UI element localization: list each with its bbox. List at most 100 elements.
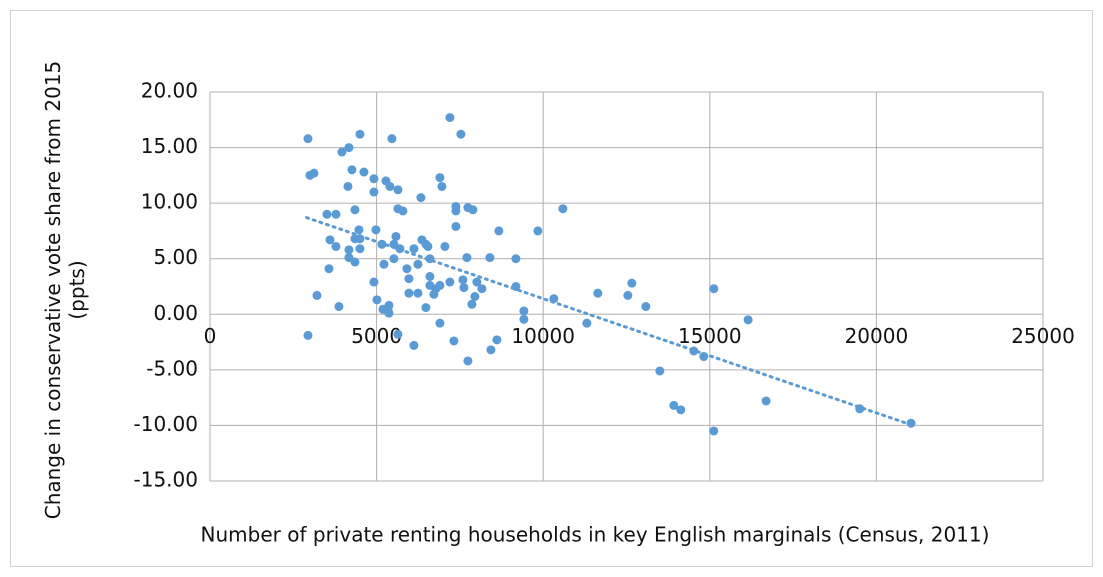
data-point bbox=[369, 187, 379, 197]
data-point bbox=[331, 209, 341, 219]
data-point bbox=[593, 288, 603, 298]
data-point bbox=[468, 205, 478, 215]
data-point bbox=[435, 280, 445, 290]
data-point bbox=[485, 253, 495, 263]
data-point bbox=[303, 330, 313, 340]
data-point bbox=[385, 181, 395, 191]
data-point bbox=[404, 274, 414, 284]
data-point bbox=[404, 288, 414, 298]
y-tick-label: 20.00 bbox=[141, 79, 198, 103]
x-tick-label: 5000 bbox=[351, 324, 402, 348]
data-point bbox=[355, 234, 365, 244]
data-point bbox=[389, 254, 399, 264]
data-point bbox=[409, 340, 419, 350]
data-point bbox=[425, 254, 435, 264]
data-point bbox=[641, 302, 651, 312]
data-point bbox=[413, 259, 423, 269]
data-point bbox=[627, 278, 637, 288]
data-point bbox=[325, 235, 335, 245]
data-point bbox=[391, 231, 401, 241]
data-point bbox=[398, 206, 408, 216]
data-point bbox=[437, 181, 447, 191]
y-tick-label: -15.00 bbox=[134, 468, 198, 492]
data-point bbox=[354, 225, 364, 235]
data-point bbox=[337, 147, 347, 157]
data-point bbox=[331, 241, 341, 251]
data-point bbox=[655, 366, 665, 376]
data-point bbox=[393, 329, 403, 339]
data-point bbox=[387, 134, 397, 144]
trendline bbox=[305, 216, 912, 426]
data-point bbox=[421, 303, 431, 313]
data-point bbox=[459, 283, 469, 293]
x-tick-label: 10000 bbox=[511, 324, 575, 348]
data-point bbox=[350, 205, 360, 215]
data-point bbox=[511, 282, 521, 291]
data-point bbox=[519, 314, 529, 324]
data-point bbox=[445, 277, 455, 287]
data-point bbox=[416, 193, 426, 203]
data-point bbox=[761, 396, 771, 406]
data-point bbox=[549, 294, 559, 304]
data-point bbox=[451, 206, 461, 216]
data-point bbox=[372, 295, 382, 305]
data-point bbox=[347, 165, 357, 175]
data-point bbox=[709, 426, 719, 436]
data-point bbox=[462, 253, 472, 263]
data-point bbox=[303, 134, 313, 144]
data-point bbox=[384, 300, 394, 310]
data-point bbox=[343, 181, 353, 191]
data-point bbox=[451, 221, 461, 231]
data-point bbox=[402, 264, 412, 274]
data-point bbox=[334, 302, 344, 312]
data-point bbox=[623, 290, 633, 300]
data-point bbox=[440, 241, 450, 251]
data-point bbox=[435, 173, 445, 183]
data-point bbox=[445, 113, 455, 123]
data-point bbox=[377, 239, 387, 249]
data-point bbox=[322, 209, 332, 219]
data-point bbox=[689, 346, 699, 356]
data-point bbox=[344, 245, 354, 255]
data-point bbox=[369, 277, 379, 287]
data-point bbox=[369, 174, 379, 184]
data-point bbox=[379, 259, 389, 269]
data-point bbox=[449, 336, 459, 346]
y-tick-label: 10.00 bbox=[141, 190, 198, 214]
data-point bbox=[350, 257, 360, 267]
x-tick-label: 25000 bbox=[1011, 324, 1075, 348]
data-point bbox=[906, 418, 916, 428]
data-point bbox=[669, 400, 679, 410]
data-point bbox=[458, 275, 468, 285]
data-point bbox=[582, 318, 592, 328]
data-point bbox=[477, 284, 487, 294]
data-point bbox=[423, 241, 433, 251]
data-point bbox=[413, 288, 423, 298]
data-point bbox=[344, 143, 354, 153]
y-tick-label: -5.00 bbox=[146, 356, 198, 380]
data-point bbox=[486, 345, 496, 355]
x-tick-label: 15000 bbox=[678, 324, 742, 348]
data-point bbox=[359, 167, 369, 177]
data-point bbox=[395, 244, 405, 254]
data-point bbox=[472, 277, 482, 287]
data-point bbox=[743, 315, 753, 325]
data-point bbox=[699, 352, 709, 362]
y-tick-label: 5.00 bbox=[153, 245, 198, 269]
y-axis-title: Change in conservative vote share from 2… bbox=[41, 61, 89, 520]
data-point bbox=[425, 271, 435, 281]
data-point bbox=[384, 308, 394, 318]
data-point bbox=[519, 306, 529, 316]
y-tick-label: 15.00 bbox=[141, 134, 198, 158]
y-tick-label: -10.00 bbox=[134, 412, 198, 436]
data-point bbox=[470, 292, 480, 302]
data-point bbox=[355, 244, 365, 254]
data-point bbox=[676, 405, 686, 415]
x-axis-title: Number of private renting households in … bbox=[201, 523, 990, 547]
data-point bbox=[355, 129, 365, 139]
y-tick-label: 0.00 bbox=[153, 301, 198, 325]
chart-frame bbox=[10, 10, 1093, 567]
data-point bbox=[463, 356, 473, 366]
data-point bbox=[309, 168, 319, 178]
